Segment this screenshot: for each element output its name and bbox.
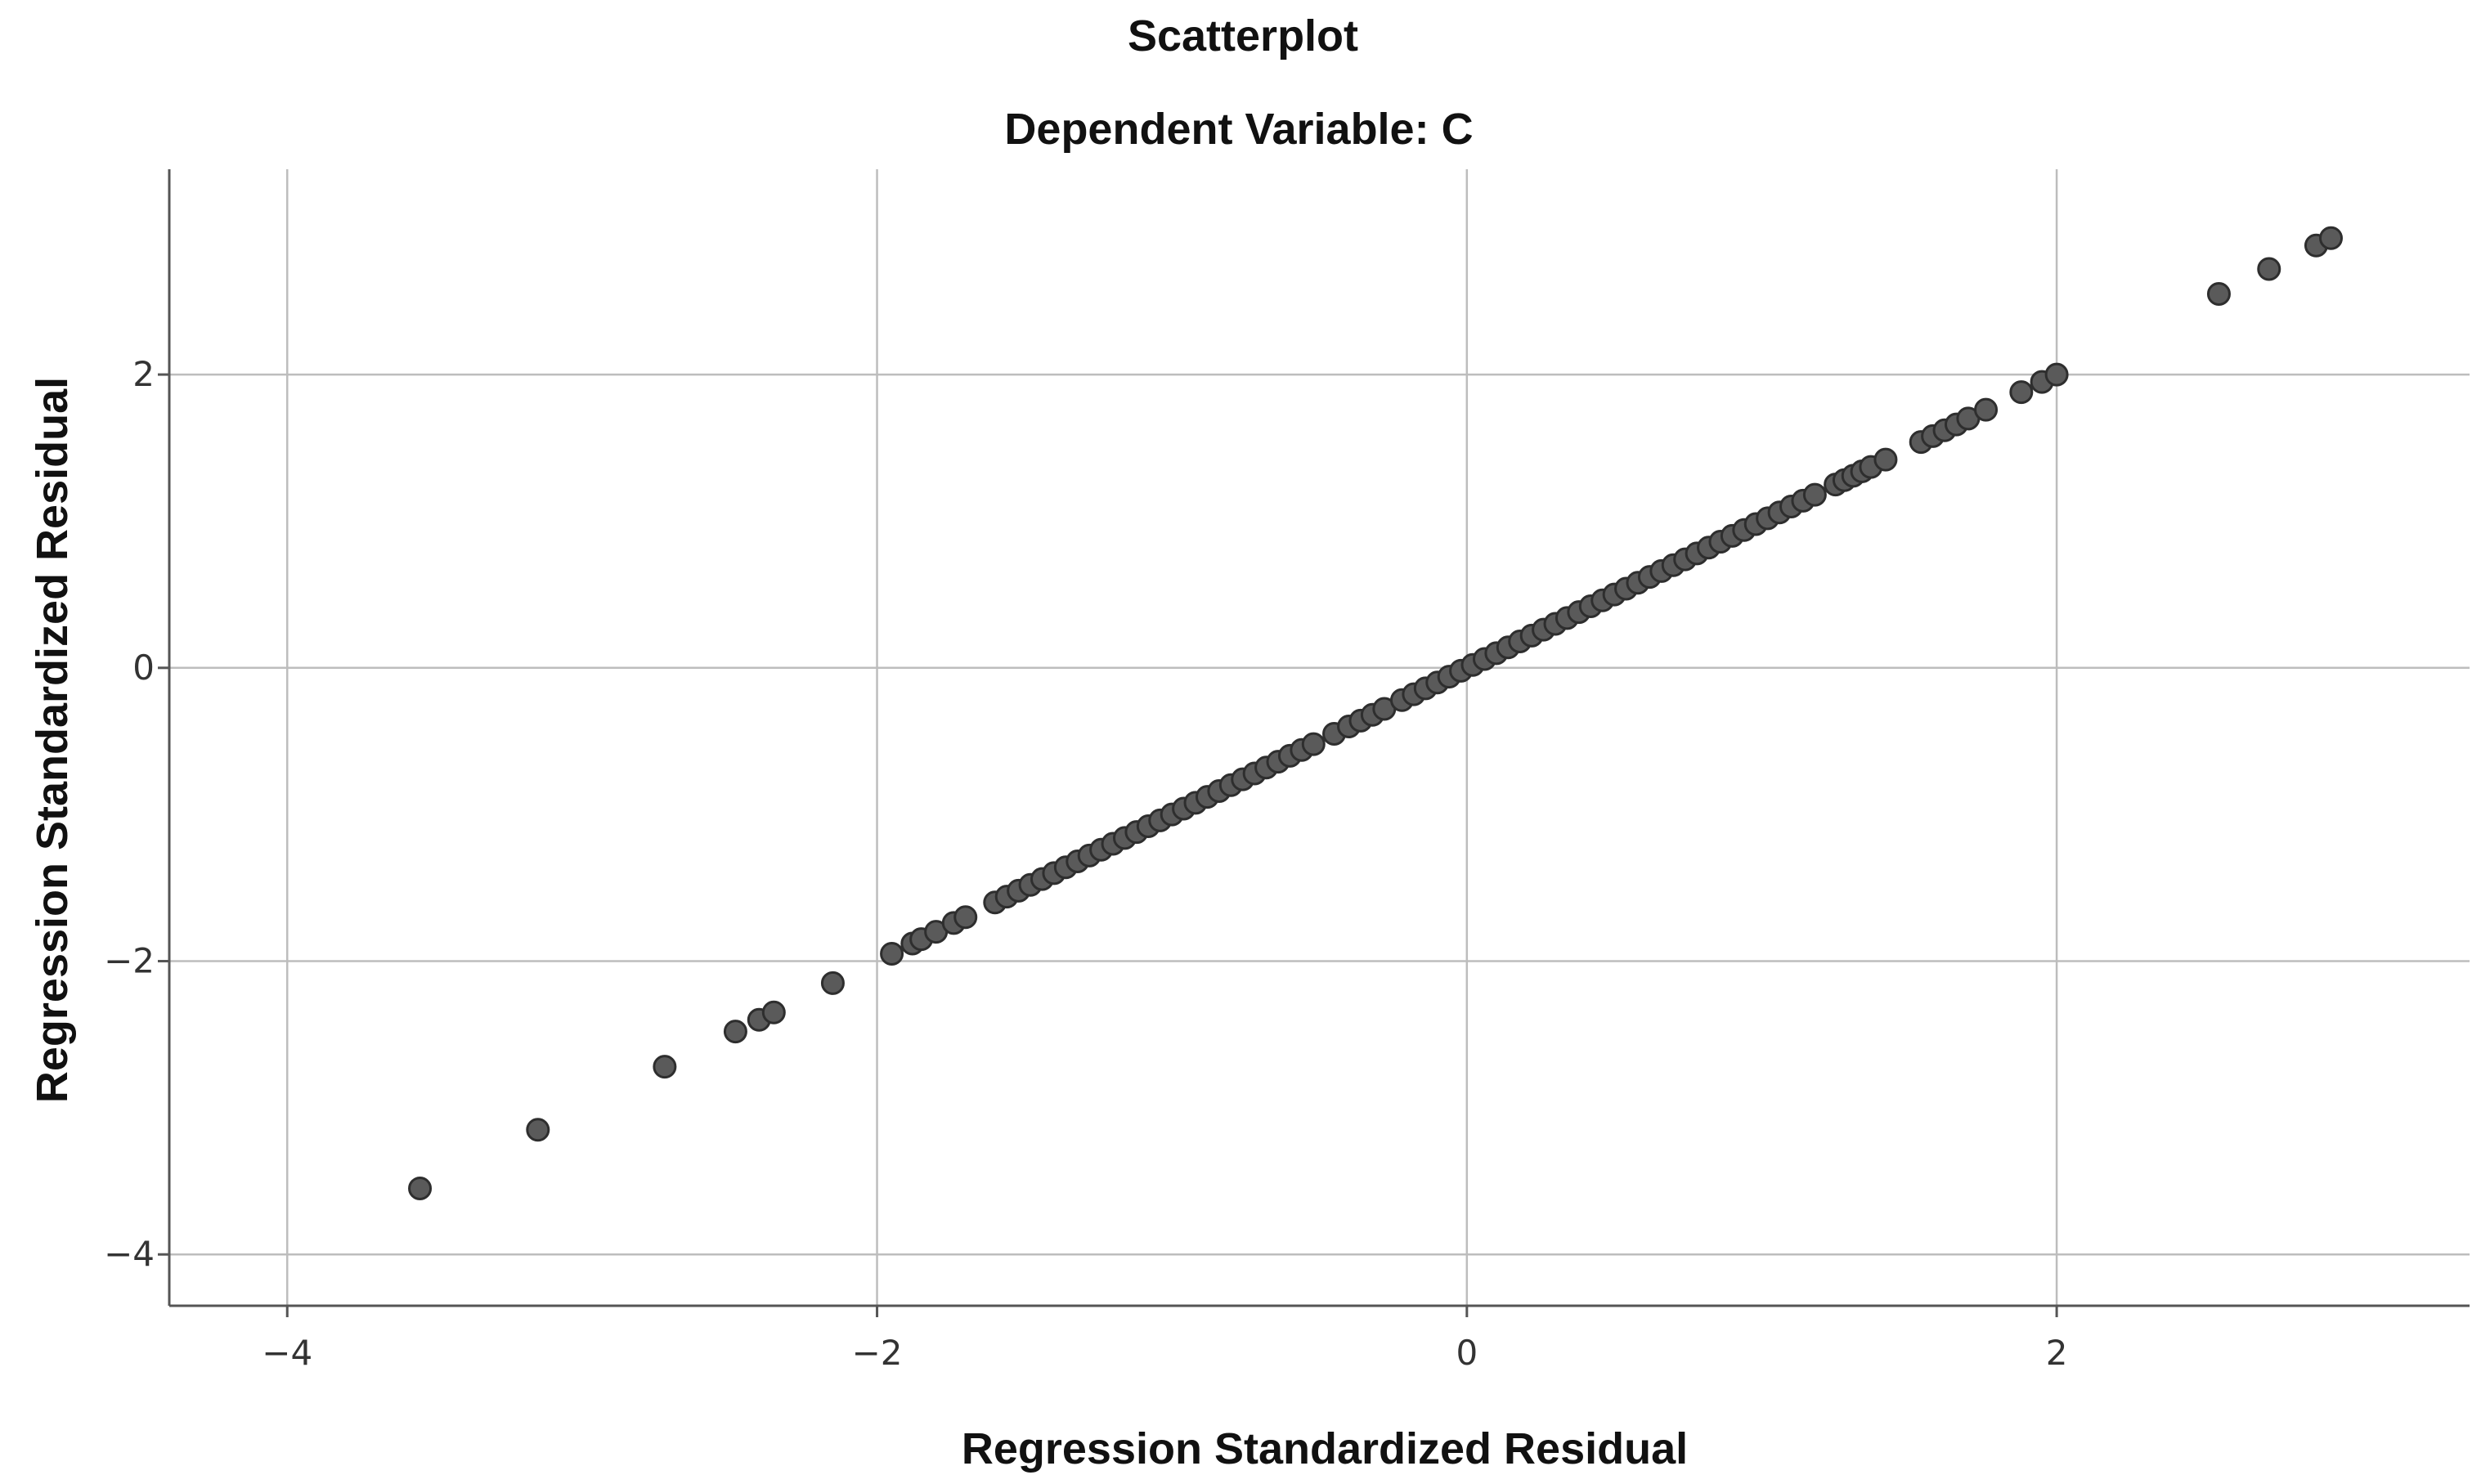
scatter-point <box>1873 447 1898 472</box>
x-tick-label: −2 <box>852 1333 903 1373</box>
x-tick-label: 2 <box>2046 1333 2068 1373</box>
scatter-point <box>953 905 978 930</box>
data-points <box>408 226 2343 1201</box>
grid-lines <box>169 169 2470 1306</box>
tick-labels: −4 −2 0 2 −4 −2 0 2 <box>104 354 2067 1373</box>
scatter-point <box>820 971 845 995</box>
scatter-point <box>2009 380 2034 405</box>
chart-subtitle: Dependent Variable: C <box>1004 105 1473 154</box>
y-axis-label: Regression Standardized Residual <box>28 377 77 1103</box>
x-axis-label: Regression Standardized Residual <box>962 1424 1688 1473</box>
scatter-point <box>653 1055 677 1079</box>
y-tick-label: −2 <box>104 941 155 981</box>
scatter-point <box>723 1020 747 1044</box>
y-tick-label: 2 <box>132 354 155 394</box>
chart-title: Scatterplot <box>1128 11 1358 61</box>
scatter-point <box>1974 397 1999 422</box>
scatter-point <box>2257 257 2281 281</box>
y-tick-label: −4 <box>104 1234 155 1274</box>
scatter-point <box>1802 482 1827 507</box>
scatter-point <box>2318 226 2343 250</box>
scatter-point <box>761 1000 786 1024</box>
x-tick-label: 0 <box>1456 1333 1478 1373</box>
axes <box>158 169 2470 1317</box>
scatter-point <box>2206 281 2231 306</box>
scatter-point <box>880 942 904 966</box>
scatter-point <box>1301 732 1326 756</box>
scatter-point <box>408 1177 433 1201</box>
scatter-point <box>526 1118 550 1142</box>
scatter-point <box>2044 362 2069 387</box>
x-tick-label: −4 <box>262 1333 312 1373</box>
y-tick-label: 0 <box>132 648 155 688</box>
